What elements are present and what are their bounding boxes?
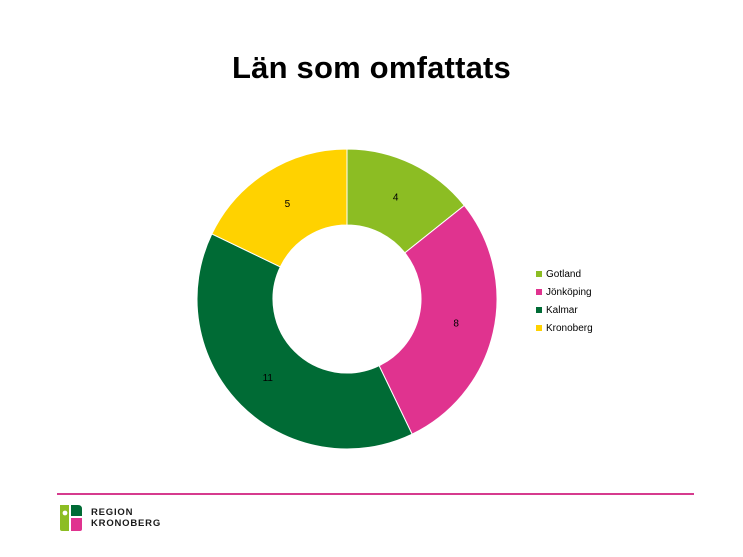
legend-item-jonkoping: Jönköping xyxy=(536,283,593,301)
chart-legend: Gotland Jönköping Kalmar Kronoberg xyxy=(536,265,593,337)
data-label-kronoberg: 5 xyxy=(285,199,291,210)
legend-label-kalmar: Kalmar xyxy=(546,304,578,316)
logo-text-line1: REGION xyxy=(91,507,134,518)
legend-item-gotland: Gotland xyxy=(536,265,593,283)
logo-text-line2: KRONOBERG xyxy=(91,518,162,529)
data-label-gotland: 4 xyxy=(393,193,399,204)
region-kronoberg-logo-icon xyxy=(60,505,82,531)
slice-kalmar xyxy=(196,233,413,450)
legend-swatch-kalmar xyxy=(536,307,542,313)
legend-item-kalmar: Kalmar xyxy=(536,301,593,319)
slice-kronoberg xyxy=(211,148,348,268)
footer-rule xyxy=(57,493,694,495)
legend-swatch-jonkoping xyxy=(536,289,542,295)
legend-label-kronoberg: Kronoberg xyxy=(546,322,593,334)
data-label-kalmar: 11 xyxy=(263,373,274,384)
legend-label-jonkoping: Jönköping xyxy=(546,286,592,298)
legend-swatch-gotland xyxy=(536,271,542,277)
slice-jonkoping xyxy=(378,204,498,435)
data-labels: 4 8 11 5 xyxy=(263,193,460,384)
legend-label-gotland: Gotland xyxy=(546,268,582,280)
donut-slices xyxy=(196,148,498,450)
slide-title: Län som omfattats xyxy=(232,50,511,85)
data-label-jonkoping: 8 xyxy=(453,319,459,330)
legend-swatch-kronoberg xyxy=(536,325,542,331)
region-kronoberg-logo: REGION KRONOBERG xyxy=(57,503,161,533)
legend-item-kronoberg: Kronoberg xyxy=(536,319,593,337)
